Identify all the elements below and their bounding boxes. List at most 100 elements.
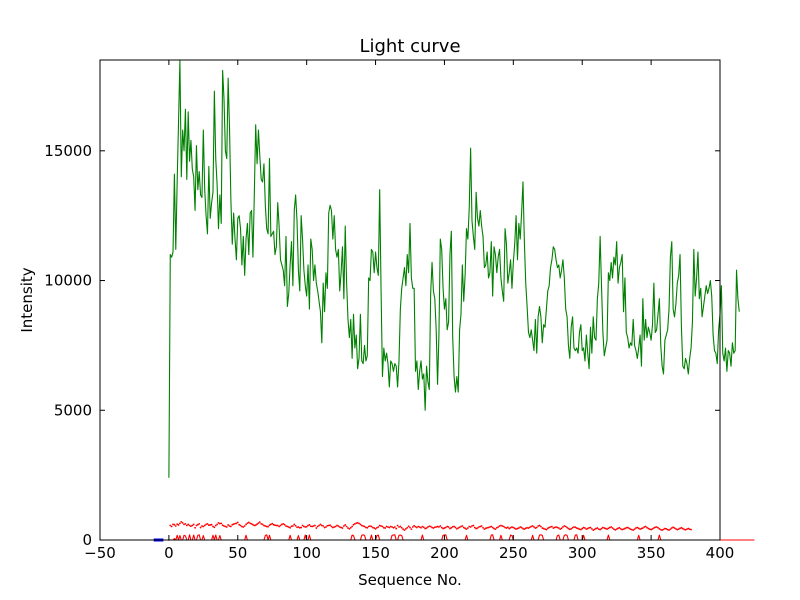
series-1-point-56 (245, 523, 247, 526)
series-1-point-262 (528, 526, 531, 529)
series-1-point-350 (650, 528, 653, 531)
series-1-point-9 (180, 520, 183, 523)
series-1-point-227 (480, 525, 483, 527)
series-1-point-328 (619, 527, 622, 530)
series-1-point-112 (322, 525, 325, 527)
series-1-point-35 (216, 523, 219, 526)
series-1-point-144 (366, 526, 369, 529)
series-1-point-77 (274, 524, 276, 527)
series-1-point-319 (607, 527, 610, 530)
series-1-point-320 (608, 526, 611, 529)
series-1-point-131 (348, 527, 351, 530)
series-1-point-252 (515, 528, 517, 530)
series-1-point-83 (282, 523, 285, 525)
series-1-point-23 (199, 526, 202, 529)
series-1-point-28 (206, 523, 209, 525)
series-1-point-57 (246, 522, 249, 525)
series-1-point-179 (414, 525, 417, 528)
series-1-point-47 (232, 523, 235, 526)
series-1-point-334 (628, 527, 630, 530)
series-1-point-371 (679, 527, 681, 530)
series-1-point-195 (436, 525, 439, 528)
series-1-point-243 (502, 525, 505, 528)
series-1-point-378 (688, 528, 691, 530)
series-1-point-122 (336, 524, 338, 527)
series-1-point-308 (592, 529, 595, 532)
series-1-point-209 (455, 527, 458, 530)
series-1-point-75 (271, 522, 274, 525)
series-1-point-248 (509, 526, 512, 529)
series-1-point-329 (621, 528, 624, 531)
series-1-point-355 (657, 526, 659, 529)
series-1-point-113 (323, 526, 326, 529)
series-1-point-125 (340, 526, 343, 529)
series-1-point-346 (644, 525, 647, 528)
series-1-point-114 (325, 526, 327, 528)
series-1-point-38 (220, 522, 223, 525)
series-1-point-101 (307, 524, 309, 527)
series-1-point-213 (461, 525, 464, 527)
series-0-line (168, 59, 740, 478)
series-1-point-218 (468, 525, 471, 528)
series-1-point-17 (191, 524, 194, 527)
series-1-point-184 (421, 525, 424, 528)
series-1-point-244 (504, 526, 506, 529)
series-1-point-307 (590, 527, 593, 530)
series-1-point-133 (351, 525, 354, 528)
series-1-point-81 (279, 524, 282, 527)
series-1-point-188 (427, 526, 429, 528)
series-1-point-152 (377, 526, 380, 528)
series-1-point-79 (276, 524, 279, 527)
series-1-point-260 (526, 526, 529, 529)
series-1-point-78 (275, 524, 278, 527)
series-1-point-61 (252, 523, 254, 526)
series-1-point-352 (652, 527, 655, 529)
series-1-point-73 (268, 524, 271, 527)
series-1-point-321 (610, 526, 613, 528)
series-1-point-364 (669, 528, 672, 530)
series-1-point-37 (218, 522, 221, 525)
series-1-point-118 (330, 525, 333, 528)
series-1-point-347 (646, 526, 648, 529)
series-1-point-317 (604, 527, 607, 530)
series-1-point-128 (344, 524, 347, 526)
series-1-point-293 (571, 526, 574, 529)
series-1-point-282 (556, 526, 559, 529)
series-1-point-180 (415, 526, 418, 529)
series-1-point-66 (258, 521, 261, 523)
series-1-point-272 (542, 527, 545, 530)
series-1-point-299 (579, 528, 582, 531)
series-1-point-93 (296, 526, 298, 529)
series-1-point-18 (192, 523, 195, 526)
series-1-point-2 (170, 525, 173, 528)
series-1-point-275 (546, 527, 549, 530)
series-1-point-60 (250, 523, 253, 525)
series-1-point-189 (428, 525, 431, 528)
series-1-point-126 (341, 527, 344, 529)
series-1-point-340 (636, 526, 639, 529)
series-1-point-52 (239, 524, 242, 527)
series-1-point-41 (224, 525, 227, 528)
x-tick-label-3: 100 (292, 544, 321, 562)
series-1-point-278 (551, 525, 553, 528)
series-1-point-284 (559, 528, 562, 530)
series-1-point-87 (287, 526, 290, 528)
series-1-point-19 (194, 526, 196, 529)
series-1-point-62 (253, 524, 256, 527)
series-1-point-255 (519, 526, 522, 528)
series-1-point-365 (670, 527, 673, 529)
series-1-point-361 (665, 527, 668, 530)
series-1-point-236 (493, 527, 495, 530)
series-1-point-72 (267, 525, 269, 528)
series-1-point-120 (333, 526, 336, 528)
series-1-point-338 (633, 528, 636, 530)
series-1-point-276 (548, 526, 551, 529)
series-1-point-12 (184, 523, 187, 525)
series-1-point-194 (435, 526, 438, 528)
series-1-point-155 (381, 525, 384, 528)
series-1-point-136 (355, 522, 358, 525)
series-1-point-183 (420, 526, 422, 529)
series-1-point-151 (376, 526, 378, 529)
series-1-point-366 (672, 526, 675, 529)
series-1-point-99 (304, 526, 307, 528)
